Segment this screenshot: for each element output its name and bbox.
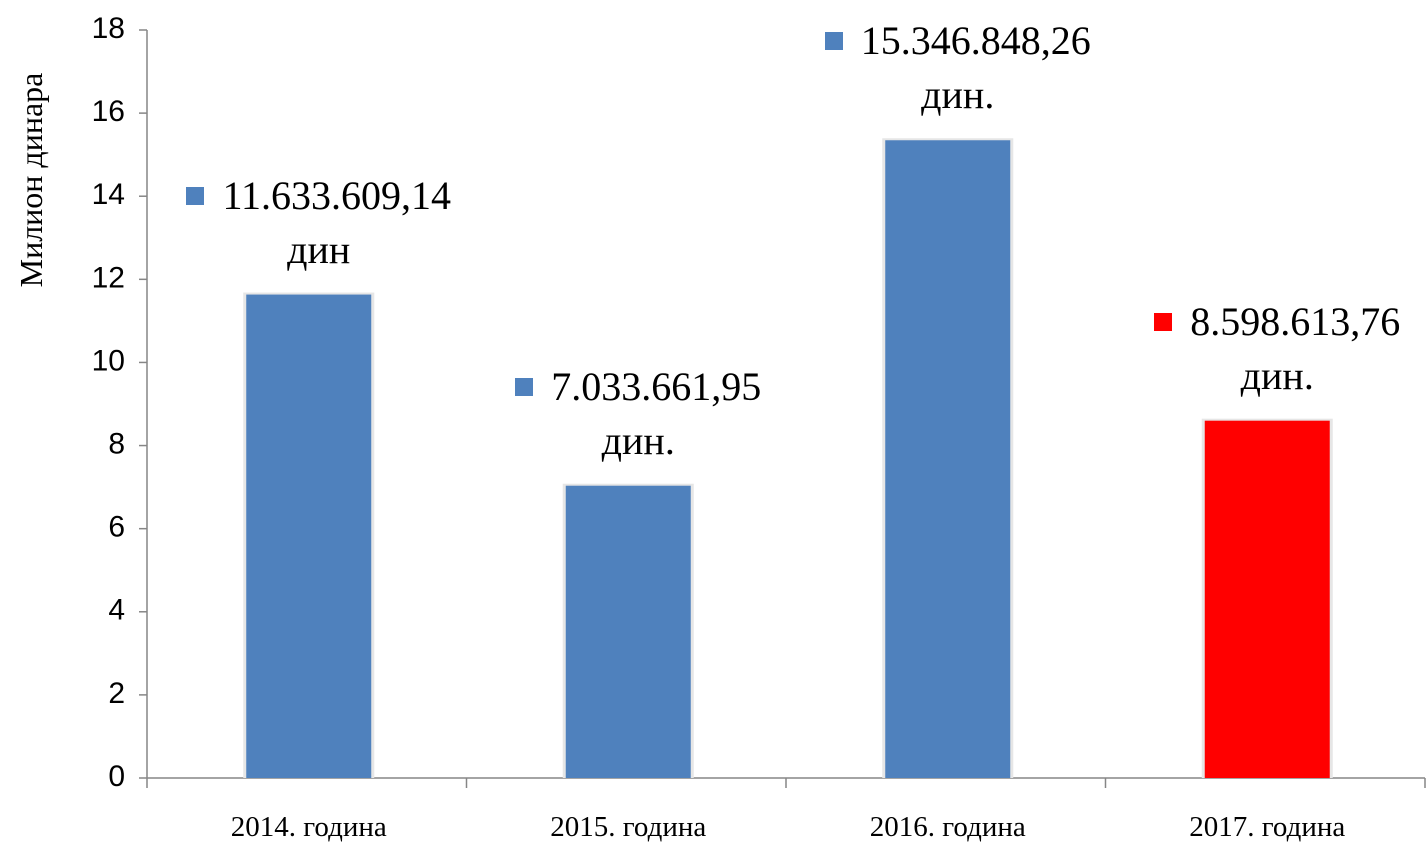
label-key [186,186,205,205]
y-tick-label: 12 [92,261,125,294]
data-label-text: 7.033.661,95 дин. [551,363,762,463]
label-key [515,377,534,396]
x-tick-label: 2016. година [870,811,1026,842]
label-key [824,32,843,51]
y-tick-label: 14 [92,178,125,211]
data-label-text: 8.598.613,76 дин. [1190,298,1401,398]
x-tick-label: 2017. година [1189,811,1345,842]
y-tick-label: 2 [108,677,125,710]
bar [1204,420,1330,778]
bar [565,485,691,778]
y-tick-label: 4 [108,594,125,627]
x-tick-label: 2014. година [231,811,387,842]
bar [246,294,372,778]
data-label: 11.633.609,14 дин [169,169,469,277]
y-tick-label: 10 [92,344,125,377]
x-tick-label: 2015. година [550,811,706,842]
y-tick-label: 16 [92,95,125,128]
data-label-text: 15.346.848,26 дин. [860,18,1091,118]
y-tick-label: 0 [108,760,125,793]
y-tick-label: 6 [108,511,125,544]
data-label: 7.033.661,95 дин. [488,360,788,468]
bar [885,140,1011,779]
y-tick-label: 18 [92,12,125,45]
y-tick-label: 8 [108,427,125,460]
label-key [1154,312,1173,331]
data-label-text: 11.633.609,14 дин [222,172,451,272]
data-label: 8.598.613,76 дин. [1127,295,1427,403]
y-axis-title: Милион динара [13,73,49,288]
data-label: 15.346.848,26 дин. [808,14,1108,122]
